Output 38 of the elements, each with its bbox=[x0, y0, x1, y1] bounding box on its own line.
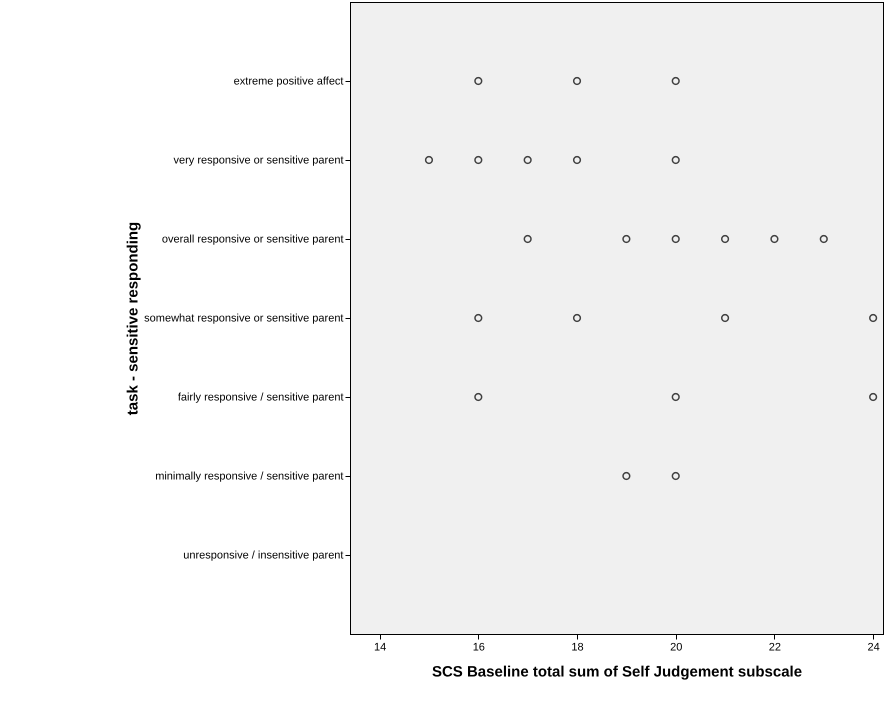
x-tick-label: 22 bbox=[768, 642, 782, 654]
x-tick-label: 18 bbox=[571, 642, 584, 654]
point bbox=[720, 234, 730, 244]
y-tick-label: very responsive or sensitive parent bbox=[174, 154, 344, 166]
x-tick-label: 14 bbox=[374, 642, 386, 654]
point bbox=[720, 314, 730, 322]
x-tick-label: 20 bbox=[670, 642, 682, 654]
point bbox=[474, 156, 482, 164]
x-tick-label: 24 bbox=[868, 642, 880, 654]
point bbox=[524, 234, 532, 244]
y-tick-label: minimally responsive / sensitive parent bbox=[155, 470, 344, 482]
y-tick-label: fairly responsive / sensitive parent bbox=[178, 392, 344, 404]
y-tick-label: unresponsive / insensitive parent bbox=[183, 550, 344, 562]
x-axis-title: SCS Baseline total sum of Self Judgement subscale bbox=[432, 664, 802, 680]
y-tick-label: somewhat responsive or sensitive parent bbox=[144, 312, 344, 324]
x-tick-label: 16 bbox=[472, 642, 485, 654]
y-tick-label: overall responsive or sensitive parent bbox=[162, 234, 344, 246]
point bbox=[672, 234, 680, 244]
point bbox=[869, 392, 878, 402]
point bbox=[622, 472, 630, 480]
point bbox=[474, 314, 482, 322]
point bbox=[572, 76, 582, 86]
point bbox=[672, 392, 680, 402]
point bbox=[820, 234, 828, 244]
point bbox=[622, 234, 630, 244]
y-tick-label: extreme positive affect bbox=[234, 76, 344, 88]
point bbox=[672, 156, 680, 164]
point bbox=[474, 76, 482, 86]
point bbox=[672, 472, 680, 480]
point bbox=[424, 156, 434, 164]
point bbox=[524, 156, 532, 164]
point bbox=[572, 314, 582, 322]
y-axis-title: task - sensitive responding bbox=[124, 222, 142, 416]
point bbox=[770, 234, 779, 244]
point bbox=[869, 314, 878, 322]
point bbox=[672, 76, 680, 86]
point bbox=[474, 392, 482, 402]
point bbox=[572, 156, 582, 164]
